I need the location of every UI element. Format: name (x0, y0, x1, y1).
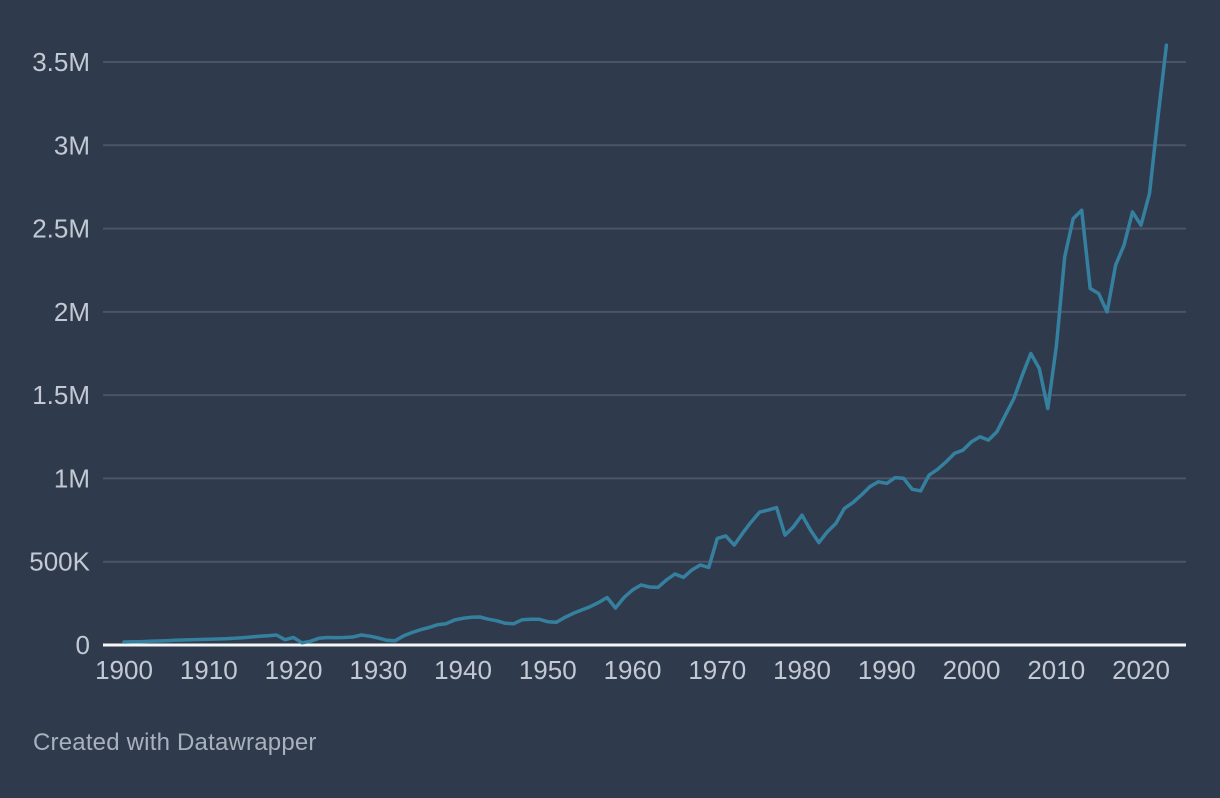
x-tick-label: 1930 (349, 655, 407, 685)
x-tick-label: 1910 (180, 655, 238, 685)
x-tick-label: 2020 (1112, 655, 1170, 685)
data-line-series (122, 43, 1169, 645)
x-tick-label: 1970 (688, 655, 746, 685)
y-tick-label: 1.5M (32, 380, 90, 410)
x-tick-label: 2000 (943, 655, 1001, 685)
y-tick-label: 0 (76, 630, 90, 660)
datawrapper-attribution: Created with Datawrapper (33, 729, 317, 756)
y-tick-label: 1M (54, 463, 90, 493)
x-tick-label: 1900 (95, 655, 153, 685)
x-tick-label: 1950 (519, 655, 577, 685)
y-tick-label: 3.5M (32, 47, 90, 77)
x-tick-label: 1940 (434, 655, 492, 685)
x-tick-label: 1980 (773, 655, 831, 685)
y-tick-label: 500K (29, 547, 90, 577)
x-tick-label: 1960 (604, 655, 662, 685)
y-tick-label: 2M (54, 297, 90, 327)
y-tick-label: 2.5M (32, 214, 90, 244)
x-tick-label: 1990 (858, 655, 916, 685)
x-tick-label: 1920 (265, 655, 323, 685)
y-tick-label: 3M (54, 130, 90, 160)
x-tick-label: 2010 (1027, 655, 1085, 685)
